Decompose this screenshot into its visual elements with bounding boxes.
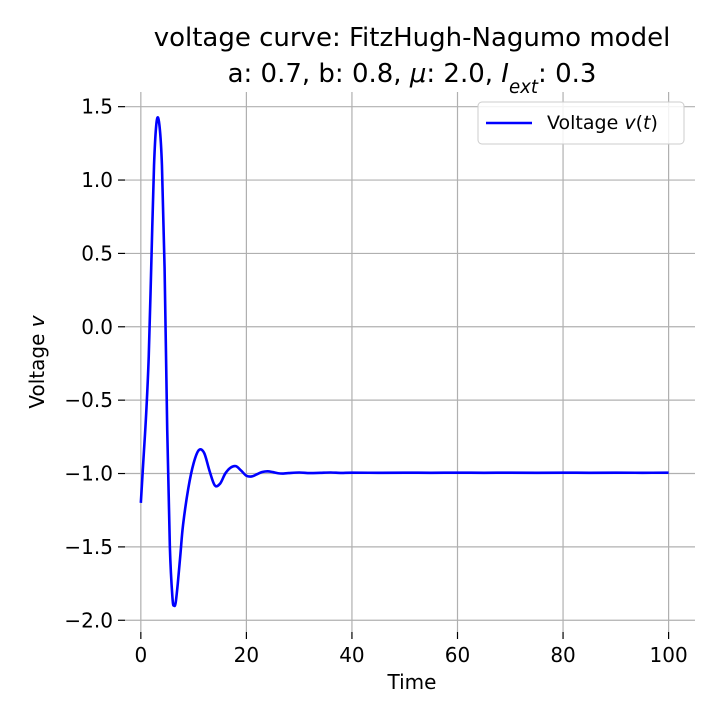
- legend: Voltage v(t): [477, 101, 685, 145]
- y-tick-label: 0.0: [81, 315, 113, 339]
- x-tick-label: 100: [650, 643, 688, 667]
- y-tick-label: −0.5: [64, 388, 113, 412]
- y-tick-label: −2.0: [64, 608, 113, 632]
- x-tick-label: 60: [445, 643, 470, 667]
- grid: [125, 92, 695, 632]
- y-tick-label: −1.0: [64, 462, 113, 486]
- x-tick-label: 80: [550, 643, 575, 667]
- x-tick-label: 20: [234, 643, 259, 667]
- x-tick-label: 0: [134, 643, 147, 667]
- chart-title: voltage curve: FitzHugh-Nagumo model: [154, 23, 671, 53]
- chart-subtitle: a: 0.7, b: 0.8, μ: 2.0, Iext: 0.3: [228, 59, 597, 98]
- y-axis-label: Voltage v: [25, 314, 49, 408]
- y-tick-label: 1.5: [81, 95, 113, 119]
- legend-label: Voltage v(t): [547, 112, 658, 134]
- legend-box: [477, 101, 685, 145]
- plot-area: [139, 116, 669, 608]
- y-tick-label: 1.0: [81, 168, 113, 192]
- series-line-voltage: [139, 116, 669, 608]
- y-tick-label: 0.5: [81, 241, 113, 265]
- x-axis-label: Time: [387, 670, 437, 694]
- x-tick-label: 40: [339, 643, 364, 667]
- y-tick-label: −1.5: [64, 535, 113, 559]
- axis-ticks: 0 20 40 60 80 100 1.5 1.0 0.5 0.0 −0.5 −1.0 −1.5 −2.0: [64, 95, 687, 667]
